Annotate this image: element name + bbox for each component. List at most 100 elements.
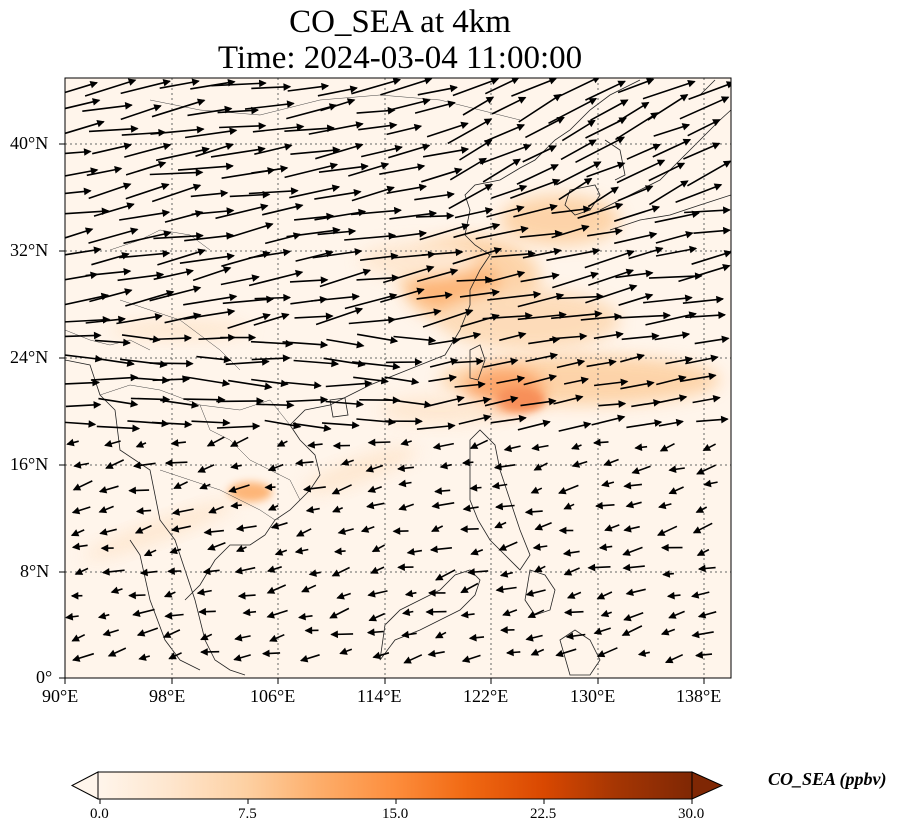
wind-arrow-shaft: [153, 269, 194, 281]
wind-arrow-head: [432, 442, 441, 451]
wind-arrow-head: [601, 479, 610, 488]
wind-arrow-head: [163, 142, 172, 151]
wind-arrow-head: [286, 401, 295, 410]
wind-arrow-head: [351, 293, 360, 301]
wind-arrow-head: [422, 97, 431, 106]
wind-arrow-head: [207, 543, 216, 551]
wind-arrow-head: [565, 632, 574, 640]
wind-arrow-head: [660, 543, 669, 552]
wind-arrow-head: [262, 312, 271, 321]
wind-arrow-head: [368, 614, 377, 622]
wind-arrow-head: [583, 177, 593, 186]
wind-arrow-head: [93, 331, 102, 340]
wind-arrow-shaft: [548, 97, 597, 125]
wind-arrow-head: [340, 458, 350, 466]
wind-arrow-head: [132, 609, 141, 617]
wind-arrow-shaft: [315, 143, 363, 160]
colorbar-tick-label: 22.5: [530, 806, 557, 822]
wind-arrow-shaft: [475, 227, 528, 240]
wind-arrow-head: [468, 633, 477, 642]
wind-arrow-shaft: [584, 250, 635, 269]
wind-arrow-head: [414, 358, 423, 366]
wind-arrow-head: [168, 652, 177, 660]
wind-arrow-head: [490, 78, 500, 85]
wind-arrow-head: [657, 528, 666, 536]
wind-arrow-head: [493, 462, 502, 471]
wind-arrow-head: [614, 202, 624, 210]
wind-arrow-head: [650, 112, 659, 120]
wind-arrow-head: [695, 651, 704, 659]
wind-arrow-head: [516, 205, 525, 213]
wind-arrow-head: [127, 78, 137, 86]
wind-arrow-head: [417, 163, 426, 171]
wind-arrow-shaft: [65, 318, 110, 323]
wind-arrow-shaft: [393, 335, 436, 342]
wind-arrow-head: [625, 268, 635, 277]
wind-arrow-head: [71, 542, 81, 551]
wind-arrow-head: [403, 656, 412, 664]
wind-arrow-shaft: [82, 104, 132, 112]
wind-arrow-head: [533, 290, 542, 299]
wind-arrow-head: [482, 396, 491, 405]
wind-arrow-head: [684, 356, 694, 364]
wind-arrow-head: [313, 381, 322, 389]
wind-arrow-shaft: [65, 334, 101, 338]
wind-arrow-shaft: [92, 144, 131, 155]
wind-arrow-head: [530, 486, 540, 494]
wind-arrow-head: [163, 230, 172, 238]
wind-arrow-shaft: [380, 78, 432, 96]
wind-arrow-head: [548, 397, 557, 406]
wind-arrow-shaft: [679, 96, 729, 120]
wind-arrow-head: [390, 336, 399, 344]
wind-arrow-shaft: [315, 308, 363, 326]
wind-arrow-head: [616, 161, 626, 170]
wind-arrow-head: [337, 527, 346, 535]
wind-arrow-shaft: [613, 206, 660, 222]
wind-arrow-shaft: [577, 203, 623, 219]
wind-arrow-head: [104, 439, 113, 448]
wind-arrow-shaft: [248, 250, 291, 259]
wind-arrow-head: [105, 461, 114, 469]
wind-arrow-shaft: [688, 82, 731, 100]
wind-arrow-head: [270, 522, 280, 530]
wind-arrow-shaft: [183, 310, 235, 320]
wind-arrow-head: [460, 586, 469, 594]
wind-arrow-head: [325, 312, 334, 321]
wind-arrow-head: [618, 117, 628, 125]
wind-arrow-head: [681, 123, 691, 131]
wind-arrow-shaft: [244, 102, 294, 110]
wind-arrow-head: [429, 545, 438, 554]
wind-arrow-head: [123, 267, 132, 276]
wind-arrow-head: [257, 145, 266, 154]
wind-arrow-head: [558, 487, 567, 495]
wind-arrow-shaft: [325, 382, 372, 388]
wind-arrow-head: [128, 486, 137, 495]
wind-arrow-shaft: [177, 165, 233, 171]
wind-arrow-shaft: [552, 272, 598, 289]
wind-arrow-head: [330, 630, 339, 639]
wind-arrow-head: [197, 465, 206, 473]
wind-arrow-head: [428, 336, 437, 344]
wind-arrow-head: [617, 80, 626, 88]
wind-arrow-head: [265, 222, 274, 230]
wind-arrow-head: [452, 336, 461, 345]
wind-arrow-shaft: [248, 189, 298, 195]
wind-arrow-head: [138, 653, 147, 661]
wind-arrow-head: [563, 608, 572, 617]
wind-arrow-head: [532, 543, 541, 551]
wind-arrow-head: [192, 285, 202, 293]
wind-arrow-shaft: [228, 379, 272, 389]
wind-vectors: [65, 78, 731, 664]
wind-arrow-shaft: [210, 147, 265, 158]
wind-arrow-head: [124, 102, 133, 110]
wind-arrow-head: [548, 145, 557, 153]
wind-arrow-head: [329, 611, 338, 619]
wind-arrow-head: [689, 245, 698, 254]
wind-arrow-head: [708, 372, 717, 381]
wind-arrow-head: [516, 123, 526, 131]
wind-arrow-head: [290, 187, 299, 195]
wind-arrow-head: [162, 249, 171, 258]
wind-arrow-head: [222, 266, 232, 274]
wind-arrow-shaft: [116, 315, 162, 325]
wind-arrow-head: [280, 165, 289, 173]
